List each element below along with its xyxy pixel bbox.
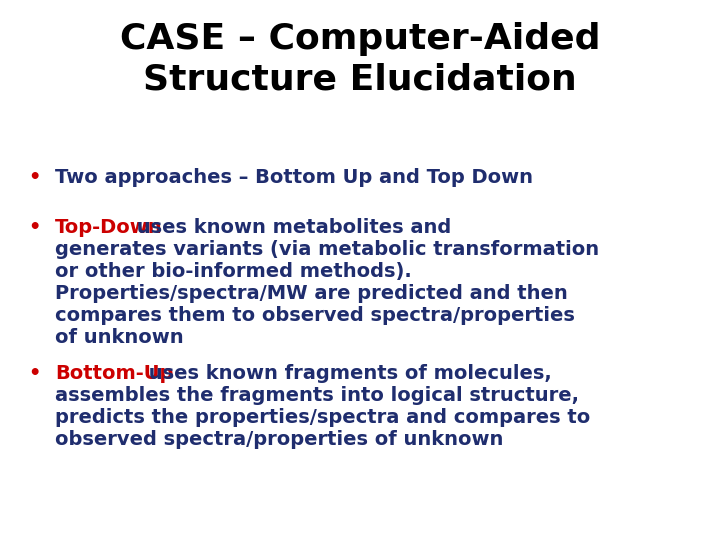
Text: uses known fragments of molecules,: uses known fragments of molecules, xyxy=(142,364,552,383)
Text: uses known metabolites and: uses known metabolites and xyxy=(130,218,451,237)
Text: compares them to observed spectra/properties: compares them to observed spectra/proper… xyxy=(55,306,575,325)
Text: Two approaches – Bottom Up and Top Down: Two approaches – Bottom Up and Top Down xyxy=(55,168,533,187)
Text: generates variants (via metabolic transformation: generates variants (via metabolic transf… xyxy=(55,240,599,259)
Text: assembles the fragments into logical structure,: assembles the fragments into logical str… xyxy=(55,386,579,405)
Text: observed spectra/properties of unknown: observed spectra/properties of unknown xyxy=(55,430,503,449)
Text: Top-Down: Top-Down xyxy=(55,218,163,237)
Text: •: • xyxy=(28,364,40,383)
Text: predicts the properties/spectra and compares to: predicts the properties/spectra and comp… xyxy=(55,408,590,427)
Text: Properties/spectra/MW are predicted and then: Properties/spectra/MW are predicted and … xyxy=(55,284,568,303)
Text: •: • xyxy=(28,218,40,237)
Text: CASE – Computer-Aided
Structure Elucidation: CASE – Computer-Aided Structure Elucidat… xyxy=(120,22,600,96)
Text: •: • xyxy=(28,168,40,187)
Text: or other bio-informed methods).: or other bio-informed methods). xyxy=(55,262,412,281)
Text: Bottom-Up: Bottom-Up xyxy=(55,364,174,383)
Text: of unknown: of unknown xyxy=(55,328,184,347)
